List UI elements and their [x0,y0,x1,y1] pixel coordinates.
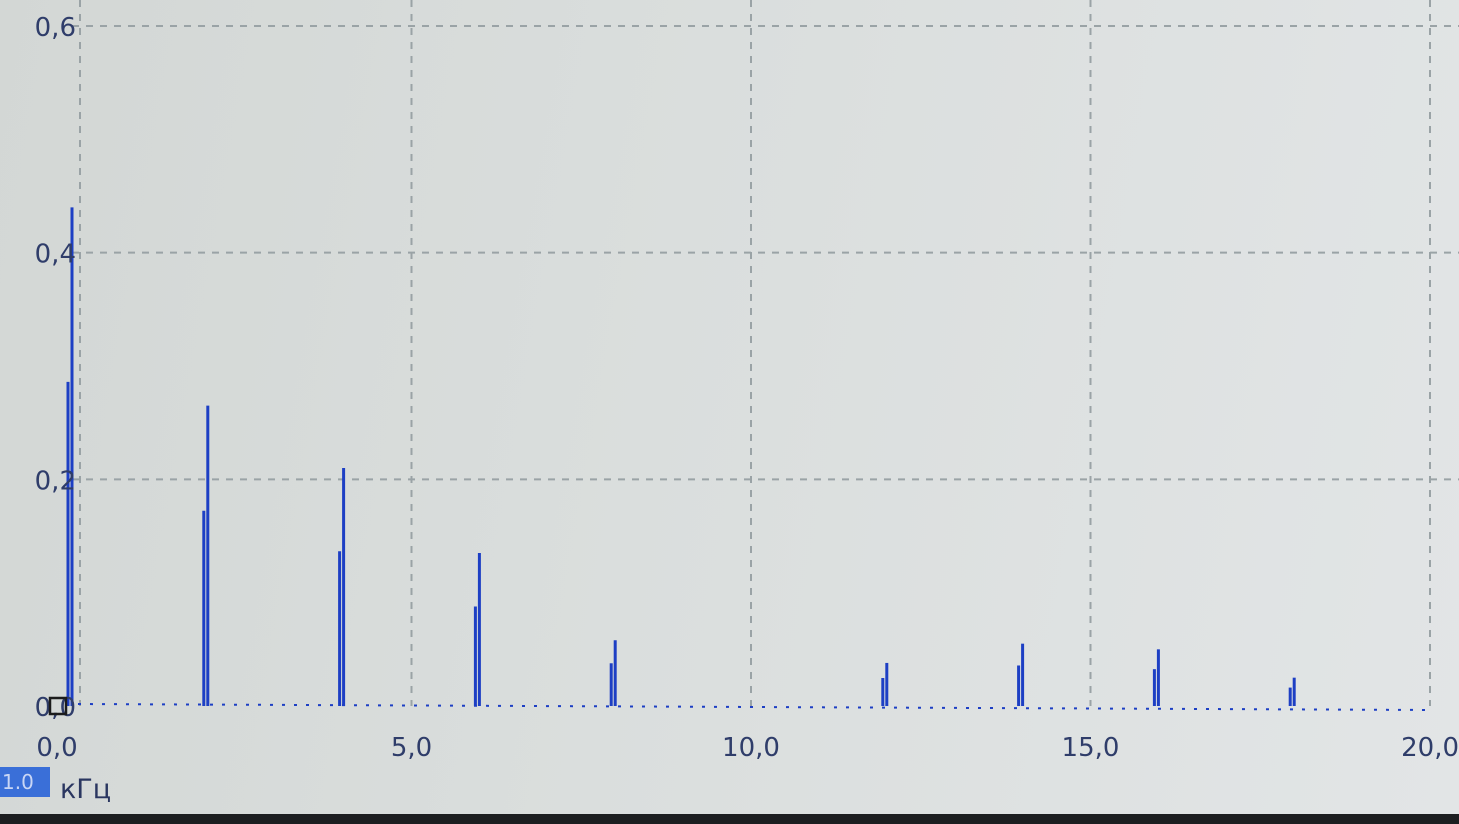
x-axis-label: кГц [60,774,112,805]
y-tick-label-2: 0,4 [35,240,76,270]
y-axis-ticks: 0,00,20,40,6 [35,13,76,723]
spectrum-bars [66,207,1296,706]
origin-marker [48,696,68,716]
y-tick-label-3: 0,6 [35,13,76,43]
grid [72,0,1459,706]
x-tick-label-0: 0,0 [36,733,77,763]
bottom-frame [0,814,1459,824]
scale-badge[interactable]: 1.0 [0,767,50,797]
noise-floor [77,703,1431,711]
x-axis-ticks: 0,0 5,0 10,0 15,0 20,0 [36,733,1459,763]
noise-floor-line [77,703,1431,711]
x-tick-label-1: 5,0 [391,733,432,763]
y-tick-label-1: 0,2 [35,466,76,496]
x-tick-label-2: 10,0 [722,733,780,763]
x-tick-label-3: 15,0 [1062,733,1120,763]
x-tick-label-4: 20,0 [1401,733,1459,763]
